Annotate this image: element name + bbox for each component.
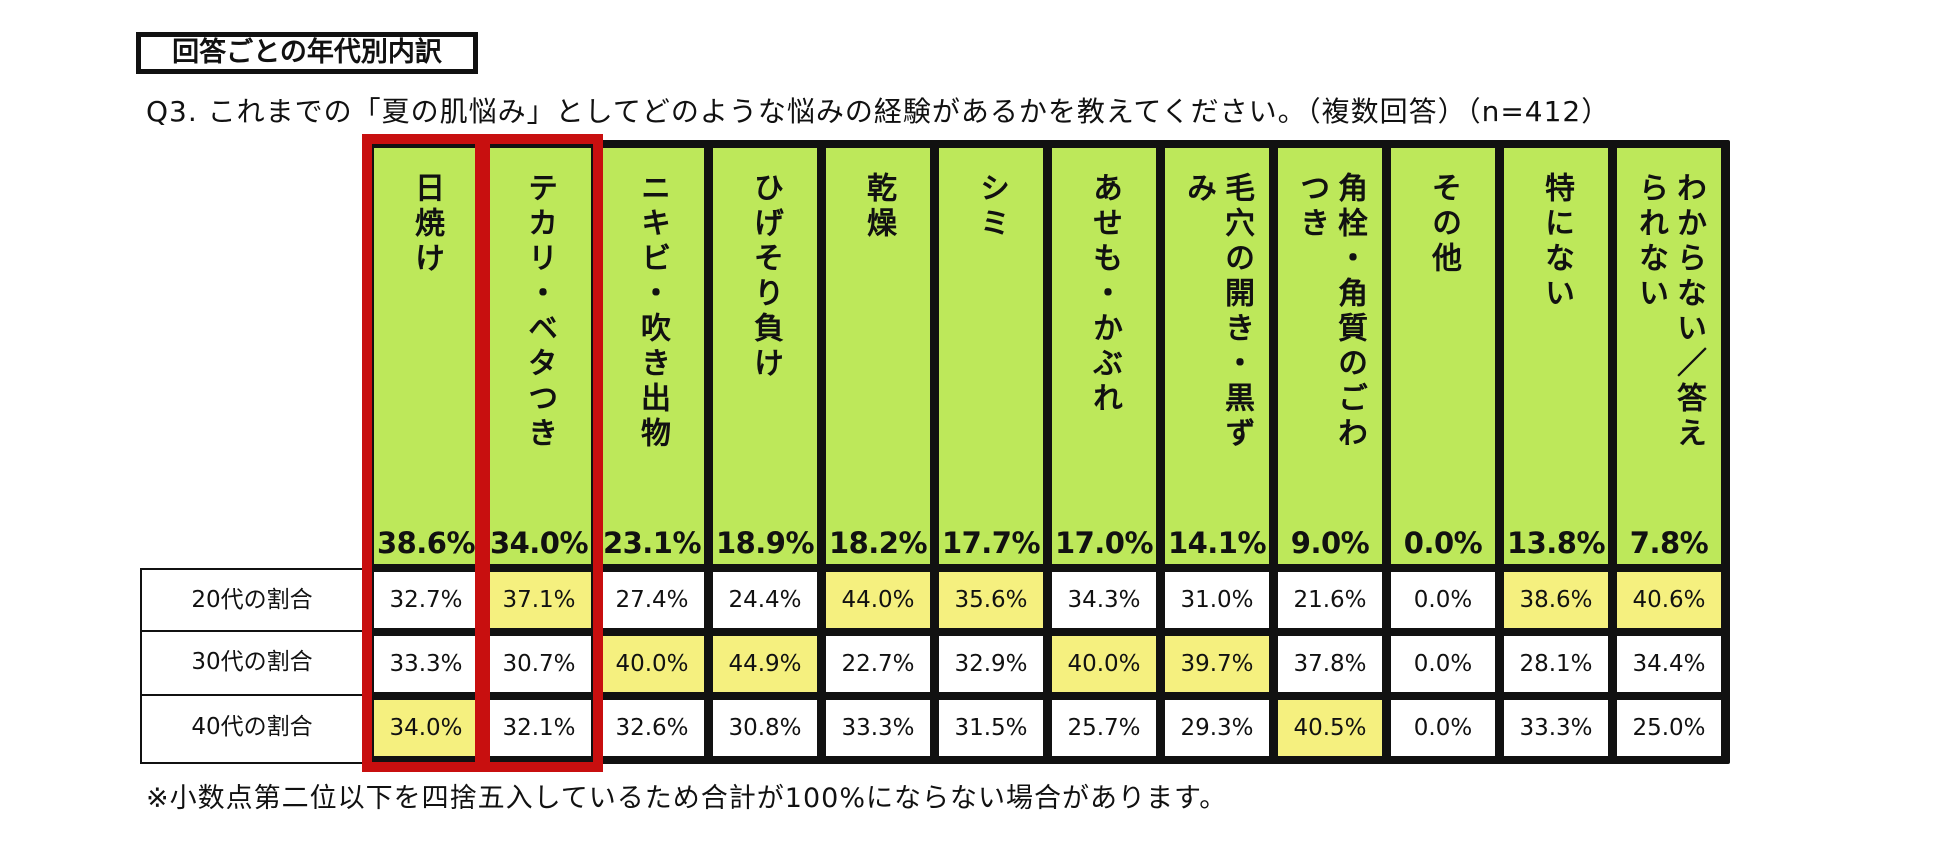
- table-cell: 30.7%: [487, 636, 591, 692]
- table-cell: 31.5%: [939, 700, 1043, 756]
- total-value: 13.8%: [1506, 526, 1606, 560]
- total-value: 0.0%: [1403, 526, 1483, 560]
- table-cell: 44.0%: [826, 572, 930, 628]
- column-emphasis-frame: [475, 134, 603, 772]
- column-header: 毛穴の開き・黒ずみ 14.1%: [1165, 148, 1269, 564]
- category-label: わからない／答えられない: [1633, 172, 1706, 452]
- column-header: その他 0.0%: [1391, 148, 1495, 564]
- total-value: 17.0%: [1054, 526, 1154, 560]
- total-value: 18.9%: [715, 526, 815, 560]
- column-header: 角栓・角質のごわつき 9.0%: [1278, 148, 1382, 564]
- table-cell: 40.6%: [1617, 572, 1721, 628]
- column-header: あせも・かぶれ 17.0%: [1052, 148, 1156, 564]
- table-cell: 0.0%: [1391, 572, 1495, 628]
- table-cell: 24.4%: [713, 572, 817, 628]
- table-cell: 32.9%: [939, 636, 1043, 692]
- table-cell: 34.4%: [1617, 636, 1721, 692]
- category-label: シミ: [974, 172, 1009, 242]
- table-cell: 25.7%: [1052, 700, 1156, 756]
- column-header: わからない／答えられない 7.8%: [1617, 148, 1721, 564]
- category-label: その他: [1426, 172, 1461, 277]
- column-header: ひげそり負け 18.9%: [713, 148, 817, 564]
- total-value: 23.1%: [602, 526, 702, 560]
- column-header: 特にない 13.8%: [1504, 148, 1608, 564]
- category-label: あせも・かぶれ: [1087, 172, 1122, 417]
- table-cell: 33.3%: [1504, 700, 1608, 756]
- table-cell: 33.3%: [374, 636, 478, 692]
- category-label: 角栓・角質のごわつき: [1294, 172, 1367, 452]
- section-tag: 回答ごとの年代別内訳: [136, 32, 478, 74]
- table-cell: 44.9%: [713, 636, 817, 692]
- table-cell: 40.0%: [1052, 636, 1156, 692]
- row-label: 20代の割合: [140, 568, 362, 632]
- footnote: ※小数点第二位以下を四捨五入しているため合計が100%にならない場合があります。: [146, 783, 1228, 814]
- column-emphasis-frame: [362, 134, 490, 772]
- category-label: 特にない: [1539, 172, 1574, 312]
- column-header: 日焼け 38.6%: [374, 148, 478, 564]
- table-cell: 37.1%: [487, 572, 591, 628]
- table-cell: 40.0%: [600, 636, 704, 692]
- table-cell: 30.8%: [713, 700, 817, 756]
- table-cell: 32.6%: [600, 700, 704, 756]
- table-cell: 0.0%: [1391, 700, 1495, 756]
- table-cell: 35.6%: [939, 572, 1043, 628]
- table-cell: 21.6%: [1278, 572, 1382, 628]
- table-cell: 25.0%: [1617, 700, 1721, 756]
- total-value: 18.2%: [828, 526, 928, 560]
- table-cell: 22.7%: [826, 636, 930, 692]
- category-label: ニキビ・吹き出物: [635, 172, 670, 452]
- table-cell: 31.0%: [1165, 572, 1269, 628]
- column-header: シミ 17.7%: [939, 148, 1043, 564]
- category-label: ひげそり負け: [748, 172, 783, 382]
- total-value: 14.1%: [1167, 526, 1267, 560]
- row-label: 30代の割合: [140, 632, 362, 696]
- table-cell: 28.1%: [1504, 636, 1608, 692]
- table-cell: 27.4%: [600, 572, 704, 628]
- category-label: 乾燥: [861, 172, 896, 242]
- column-header: テカリ・ベタつき 34.0%: [487, 148, 591, 564]
- table-cell: 37.8%: [1278, 636, 1382, 692]
- column-header: 乾燥 18.2%: [826, 148, 930, 564]
- row-label: 40代の割合: [140, 696, 362, 764]
- table-cell: 0.0%: [1391, 636, 1495, 692]
- table-cell: 39.7%: [1165, 636, 1269, 692]
- category-label: テカリ・ベタつき: [522, 172, 557, 452]
- question-title: Q3. これまでの「夏の肌悩み」としてどのような悩みの経験があるかを教えてくださ…: [146, 95, 1611, 128]
- table-cell: 32.7%: [374, 572, 478, 628]
- table-cell: 38.6%: [1504, 572, 1608, 628]
- table-cell: 34.0%: [374, 700, 478, 756]
- total-value: 38.6%: [376, 526, 476, 560]
- total-value: 34.0%: [489, 526, 589, 560]
- column-header: ニキビ・吹き出物 23.1%: [600, 148, 704, 564]
- table-cell: 40.5%: [1278, 700, 1382, 756]
- total-value: 17.7%: [941, 526, 1041, 560]
- table-cell: 34.3%: [1052, 572, 1156, 628]
- total-value: 7.8%: [1629, 526, 1709, 560]
- category-label: 毛穴の開き・黒ずみ: [1181, 172, 1254, 452]
- category-label: 日焼け: [409, 172, 444, 277]
- table-cell: 32.1%: [487, 700, 591, 756]
- total-value: 9.0%: [1290, 526, 1370, 560]
- table-cell: 29.3%: [1165, 700, 1269, 756]
- table-cell: 33.3%: [826, 700, 930, 756]
